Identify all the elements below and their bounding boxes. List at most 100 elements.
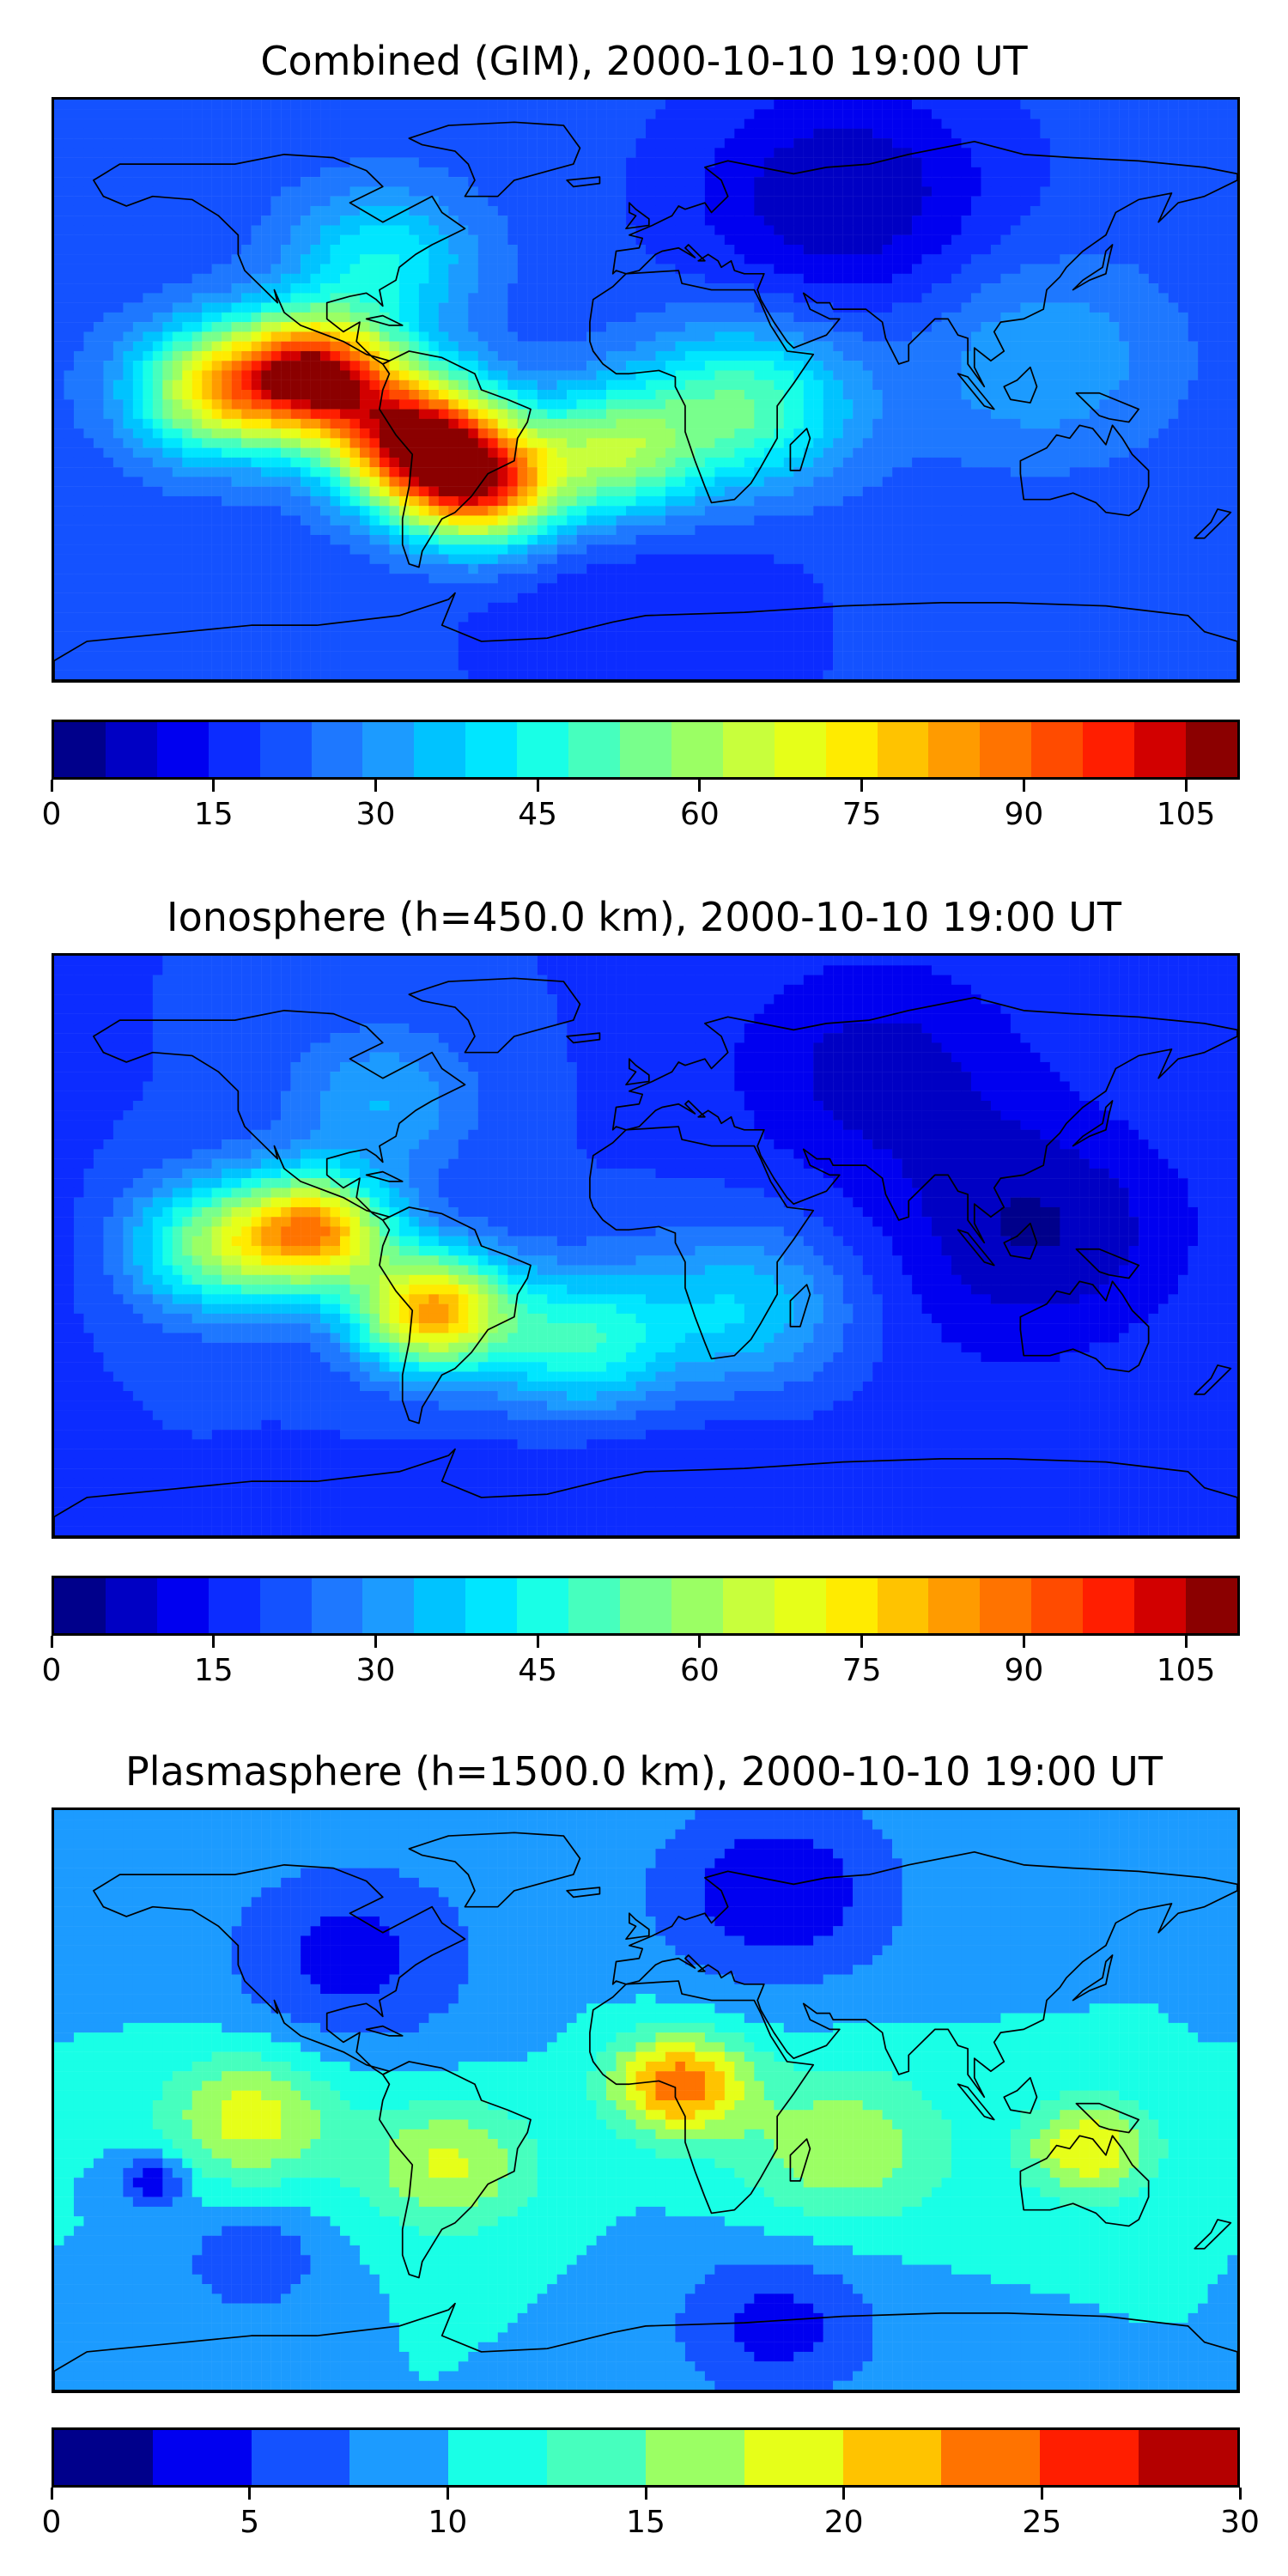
field-cell xyxy=(912,350,922,361)
field-cell xyxy=(912,225,922,235)
field-cell xyxy=(1158,418,1169,429)
field-cell xyxy=(507,283,518,294)
field-cell xyxy=(675,457,686,468)
field-cell xyxy=(1020,477,1031,487)
field-cell xyxy=(684,254,696,264)
field-cell xyxy=(763,350,775,361)
field-cell xyxy=(418,177,429,187)
field-cell xyxy=(1079,167,1090,178)
field-cell xyxy=(517,486,528,497)
field-cell xyxy=(241,205,252,216)
field-cell xyxy=(1119,457,1129,468)
field-cell xyxy=(182,148,192,158)
field-cell xyxy=(261,109,271,119)
field-cell xyxy=(359,245,370,255)
field-cell xyxy=(497,331,508,342)
field-cell xyxy=(132,283,143,294)
field-cell xyxy=(1218,467,1228,477)
field-cell xyxy=(803,293,814,303)
field-cell xyxy=(162,370,173,380)
field-cell xyxy=(1060,361,1070,371)
field-cell xyxy=(64,322,75,332)
field-cell xyxy=(251,283,262,294)
field-cell xyxy=(83,477,94,487)
field-cell xyxy=(379,350,390,361)
field-cell xyxy=(1188,157,1199,168)
field-cell xyxy=(763,380,775,391)
field-cell xyxy=(1079,138,1090,149)
field-cell xyxy=(270,370,282,380)
field-cell xyxy=(862,438,873,448)
field-cell xyxy=(172,361,183,371)
field-cell xyxy=(103,302,114,313)
field-cell xyxy=(330,100,341,110)
field-cell xyxy=(1069,157,1080,168)
field-cell xyxy=(1178,216,1188,226)
field-cell xyxy=(112,225,124,235)
field-cell xyxy=(1049,380,1060,391)
field-cell xyxy=(162,186,173,197)
field-cell xyxy=(172,350,183,361)
field-cell xyxy=(921,264,933,274)
field-cell xyxy=(320,418,331,429)
field-cell xyxy=(330,186,341,197)
field-cell xyxy=(556,322,568,332)
field-cell xyxy=(665,390,676,400)
field-cell xyxy=(251,390,262,400)
field-cell xyxy=(320,128,331,139)
field-cell xyxy=(359,399,370,410)
field-cell xyxy=(823,438,834,448)
field-cell xyxy=(191,331,203,342)
field-cell xyxy=(83,109,94,119)
field-cell xyxy=(211,399,222,410)
field-cell xyxy=(1000,196,1012,207)
field-cell xyxy=(951,264,962,274)
field-cell xyxy=(763,467,775,477)
field-cell xyxy=(488,264,498,274)
field-cell xyxy=(428,118,440,129)
field-cell xyxy=(202,409,212,419)
field-cell xyxy=(783,148,794,158)
field-cell xyxy=(537,409,548,419)
field-cell xyxy=(162,157,173,168)
field-cell xyxy=(310,486,321,497)
field-cell xyxy=(1188,302,1199,313)
field-cell xyxy=(1030,293,1041,303)
field-cell xyxy=(567,177,577,187)
field-cell xyxy=(1109,457,1120,468)
field-cell xyxy=(488,293,498,303)
field-cell xyxy=(507,495,518,507)
field-cell xyxy=(448,186,459,197)
field-cell xyxy=(132,225,143,235)
field-cell xyxy=(251,109,262,119)
field-cell xyxy=(1119,418,1129,429)
field-cell xyxy=(872,128,883,139)
field-cell xyxy=(231,196,242,207)
field-cell xyxy=(862,331,873,342)
field-cell xyxy=(1010,341,1021,352)
field-cell xyxy=(912,167,922,178)
field-cell xyxy=(231,254,242,264)
field-cell xyxy=(1119,109,1129,119)
field-cell xyxy=(596,293,607,303)
field-cell xyxy=(675,293,686,303)
field-cell xyxy=(290,109,301,119)
field-cell xyxy=(892,361,902,371)
field-cell xyxy=(64,264,75,274)
field-cell xyxy=(635,254,647,264)
field-cell xyxy=(310,216,321,226)
field-cell xyxy=(626,283,636,294)
field-cell xyxy=(970,118,981,129)
field-cell xyxy=(586,283,597,294)
field-cell xyxy=(369,273,380,284)
field-cell xyxy=(54,418,64,429)
field-cell xyxy=(1020,370,1031,380)
field-cell xyxy=(892,273,902,284)
field-cell xyxy=(665,495,676,507)
field-cell xyxy=(143,409,154,419)
field-cell xyxy=(862,486,873,497)
field-cell xyxy=(152,477,163,487)
field-cell xyxy=(932,138,942,149)
field-cell xyxy=(448,234,459,246)
field-cell xyxy=(301,118,311,129)
